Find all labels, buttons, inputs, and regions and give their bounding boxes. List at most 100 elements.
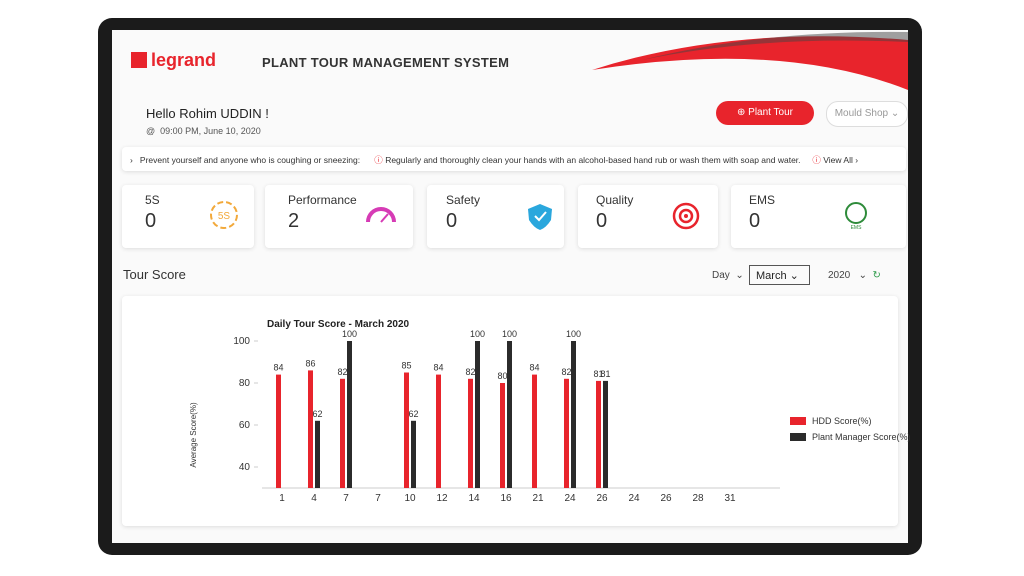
bar: [571, 341, 576, 488]
x-tick-label: 1: [279, 493, 285, 504]
bar: [596, 380, 601, 488]
tips-bar: [122, 147, 906, 171]
logo-mark: [131, 52, 147, 68]
logo-text: legrand: [151, 50, 217, 70]
button-label: Plant Tour: [748, 107, 793, 118]
icon-text: 5S: [218, 211, 231, 222]
legend-label: HDD Score(%): [812, 416, 872, 426]
card-value: 0: [596, 210, 608, 232]
select-label: Mould Shop: [834, 108, 889, 119]
x-tick-label: 7: [375, 493, 381, 504]
data-label: 85: [401, 361, 411, 371]
bar: [276, 374, 281, 488]
x-tick-label: 12: [436, 493, 448, 504]
legend-label: Plant Manager Score(%): [812, 432, 911, 442]
card: [265, 185, 413, 248]
card-value: 2: [288, 210, 300, 232]
card-value: 0: [145, 210, 157, 232]
chart-title: Daily Tour Score - March 2020: [267, 319, 410, 330]
bar: [507, 341, 512, 488]
card-value: 0: [446, 210, 458, 232]
bar: [500, 383, 505, 488]
x-tick-label: 21: [532, 493, 544, 504]
card: [578, 185, 718, 248]
data-label: 86: [305, 358, 315, 368]
data-label: 84: [273, 363, 283, 373]
bar: [468, 378, 473, 488]
data-label: 82: [561, 367, 571, 377]
data-label: 100: [502, 329, 517, 339]
year-select[interactable]: 2020 ⌄ ↻: [828, 270, 881, 281]
bar: [411, 420, 416, 488]
bar: [532, 374, 537, 488]
legend-swatch: [790, 433, 806, 441]
x-tick-label: 16: [500, 493, 512, 504]
app-title: PLANT TOUR MANAGEMENT SYSTEM: [262, 55, 510, 70]
period: Day: [712, 270, 730, 281]
x-tick-label: 26: [596, 493, 608, 504]
bar: [347, 341, 352, 488]
x-tick-label: 10: [404, 493, 416, 504]
data-label: 62: [408, 409, 418, 419]
shop-select[interactable]: Mould Shop ⌄: [826, 101, 908, 127]
y-tick-label: 40: [239, 462, 251, 473]
data-label: 82: [337, 367, 347, 377]
tip: Prevent yourself and anyone who is cough…: [139, 155, 361, 165]
year: 2020: [828, 270, 851, 281]
bar: [340, 378, 345, 488]
card-label: EMS: [749, 193, 776, 207]
month-select[interactable]: March ⌄: [749, 265, 810, 285]
data-label: 62: [312, 409, 322, 419]
view-all[interactable]: View All: [823, 155, 853, 165]
bar: [315, 420, 320, 488]
y-axis-label: Average Score(%): [189, 402, 198, 468]
card-label: Performance: [288, 193, 357, 207]
card-label: Quality: [596, 193, 634, 207]
y-tick-label: 80: [239, 378, 251, 389]
greeting: Hello Rohim UDDIN !: [146, 106, 269, 121]
data-label: 81: [600, 369, 610, 379]
x-tick-label: 28: [692, 493, 704, 504]
data-label: 81: [593, 369, 603, 379]
y-tick-label: 60: [239, 420, 251, 431]
plant-tour-button[interactable]: ⊕ Plant Tour: [716, 101, 814, 125]
bar: [308, 370, 313, 488]
icon-text: EMS: [851, 225, 863, 231]
x-tick-label: 7: [343, 493, 349, 504]
bar: [475, 341, 480, 488]
data-label: 82: [465, 367, 475, 377]
legend-swatch: [790, 417, 806, 425]
month: March: [756, 270, 787, 282]
card-label: 5S: [145, 193, 160, 207]
data-label: 100: [470, 329, 485, 339]
x-tick-label: 24: [628, 493, 640, 504]
bar: [436, 374, 441, 488]
tip: Regularly and thoroughly clean your hand…: [385, 155, 801, 165]
bar: [564, 378, 569, 488]
x-tick-label: 24: [564, 493, 576, 504]
header-swoosh: [592, 31, 908, 90]
bar: [404, 372, 409, 488]
x-tick-label: 4: [311, 493, 317, 504]
card: [122, 185, 254, 248]
card: [731, 185, 906, 248]
x-tick-label: 26: [660, 493, 672, 504]
data-label: 84: [529, 363, 539, 373]
y-tick-label: 100: [233, 336, 250, 347]
data-label: 80: [497, 371, 507, 381]
greeting-time: @ 09:00 PM, June 10, 2020: [146, 126, 261, 136]
section-title: Tour Score: [123, 267, 186, 282]
tips: › Prevent yourself and anyone who is cou…: [130, 155, 859, 165]
x-tick-label: 14: [468, 493, 480, 504]
period-select[interactable]: Day ⌄: [712, 270, 744, 281]
bar: [603, 380, 608, 488]
time: 09:00 PM, June 10, 2020: [160, 126, 261, 136]
card-value: 0: [749, 210, 761, 232]
card-label: Safety: [446, 193, 481, 207]
data-label: 100: [342, 329, 357, 339]
data-label: 100: [566, 329, 581, 339]
data-label: 84: [433, 363, 443, 373]
